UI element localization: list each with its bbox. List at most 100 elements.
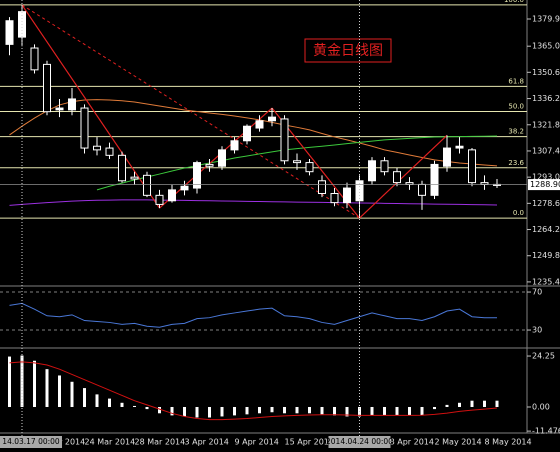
chart-title: 黄金日线图 (313, 42, 383, 59)
y-tick-label: 1321.80 (532, 120, 560, 129)
y-tick-label: 1249.80 (532, 251, 560, 260)
indicator-line (9, 302, 497, 328)
candle-body (180, 185, 189, 191)
x-tick-label: 3 Apr 2014 (185, 438, 229, 447)
candle-body (30, 47, 39, 71)
histogram-bar (120, 402, 124, 407)
histogram-bar (433, 406, 436, 410)
candle-body (330, 193, 339, 204)
candle-body (405, 182, 414, 185)
histogram-bar (470, 400, 474, 407)
histogram-bar (420, 406, 424, 416)
histogram-bar (445, 404, 449, 407)
candle-body (305, 162, 314, 173)
histogram-bar (258, 406, 261, 414)
candle-body (255, 120, 264, 129)
candle-body (143, 174, 151, 196)
histogram-bar (158, 406, 161, 414)
histogram-bar (133, 405, 136, 407)
title-box (304, 38, 392, 63)
histogram-bar (45, 369, 49, 407)
moving-average (96, 135, 498, 191)
x-tick-label: 8 May 2014 (485, 438, 532, 447)
x-tick-label: 9 Apr 2014 (235, 438, 279, 447)
y-tick-label: 1350.65 (532, 68, 560, 77)
x-tick-label: 24 Mar 2014 (85, 438, 136, 447)
x-tick-label: 28 Apr 2014 (385, 438, 434, 447)
last-price-box (528, 179, 560, 191)
cursor-box (328, 436, 391, 448)
fib-label: 38.2 (508, 128, 524, 136)
histogram-bar (483, 400, 486, 407)
candle-body (430, 163, 439, 196)
cursor-label: 2014.04.24 00:00 (326, 437, 393, 446)
histogram-bar (170, 406, 174, 416)
histogram-bar (308, 406, 311, 414)
candle-body (368, 160, 376, 182)
zigzag-segment (21, 4, 160, 209)
candle-body (130, 176, 139, 180)
zigzag-segment (359, 134, 448, 219)
histogram-bar (220, 406, 224, 417)
histogram-bar (383, 406, 386, 416)
moving-average (9, 199, 498, 206)
histogram-bar (295, 406, 299, 414)
candle-body (480, 182, 489, 185)
y-tick-label: 1235.40 (532, 277, 560, 286)
candle-body (205, 163, 214, 167)
candle-body (230, 140, 239, 151)
histogram-bar (283, 406, 286, 414)
y-tick-label: 1264.20 (532, 225, 560, 234)
last-price-label: 1288.90 (530, 180, 560, 189)
histogram-bar (408, 406, 411, 416)
candle-body (243, 125, 251, 142)
candle-body (293, 160, 301, 164)
histogram-bar (495, 400, 499, 407)
y-tick-label: 70 (532, 288, 542, 297)
candle-body (168, 189, 176, 202)
y-tick-label: 1307.40 (532, 146, 560, 155)
y-tick-label: 1379.95 (532, 15, 560, 24)
fib-anchor (21, 4, 360, 219)
histogram-bar (345, 406, 349, 417)
y-tick-label: 1336.20 (532, 94, 560, 103)
y-tick-label: 1293.00 (532, 173, 560, 182)
x-tick-label: 28 Mar 2014 (135, 438, 186, 447)
candle-body (468, 149, 476, 184)
x-tick-label: 2 May 2014 (435, 438, 482, 447)
histogram-bar (58, 375, 61, 407)
y-tick-label: 1278.60 (532, 199, 560, 208)
candle-body (155, 194, 164, 205)
fib-label: 50.0 (508, 102, 524, 110)
candle-body (5, 20, 14, 45)
histogram-bar (70, 381, 74, 407)
candle-body (93, 145, 101, 151)
candle-body (218, 149, 226, 167)
candle-body (318, 180, 326, 195)
candle-body (268, 116, 276, 122)
y-tick-label: 0.00 (532, 402, 550, 411)
x-tick-label: 15 Apr 2014 (285, 438, 334, 447)
candle-body (443, 147, 451, 167)
histogram-bar (145, 406, 149, 410)
histogram-bar (320, 406, 324, 415)
candle-body (68, 98, 76, 111)
histogram-bar (95, 394, 99, 407)
histogram-bar (395, 406, 399, 416)
histogram-bar (333, 406, 336, 416)
histogram-bar (270, 406, 274, 413)
histogram-bar (33, 360, 36, 407)
histogram-bar (233, 406, 236, 416)
y-tick-label: 30 (532, 326, 542, 335)
candle-body (418, 183, 426, 196)
candle-body (455, 145, 464, 149)
moving-average (9, 99, 498, 167)
candle-body (80, 107, 89, 149)
fib-label: 0.0 (513, 209, 524, 217)
histogram-bar (108, 398, 111, 407)
candle-body (193, 162, 201, 189)
candle-body (280, 118, 289, 162)
histogram-bar (208, 406, 211, 418)
